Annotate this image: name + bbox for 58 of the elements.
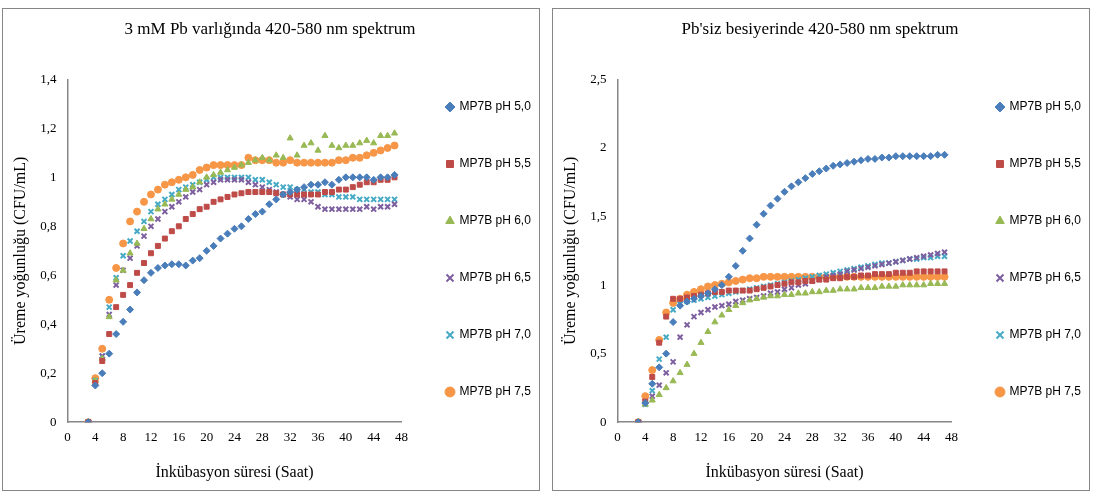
x-tick-label: 8 bbox=[119, 429, 127, 445]
x-tick-label: 8 bbox=[669, 429, 677, 445]
x-tick-label: 44 bbox=[367, 429, 381, 445]
y-tick-label: 0,5 bbox=[590, 345, 607, 361]
y-tick-label: 1,4 bbox=[40, 70, 57, 86]
y-tick-label: 1,2 bbox=[40, 119, 57, 135]
legend-label: MP7B pH 6,5 bbox=[459, 270, 532, 285]
x-axis-title: İnkübasyon süresi (Saat) bbox=[155, 462, 314, 481]
x-tick-label: 48 bbox=[945, 429, 958, 445]
legend-label: MP7B pH 7,0 bbox=[1009, 327, 1082, 342]
y-tick-label: 1,5 bbox=[590, 207, 607, 223]
legend-label: MP7B pH 6,0 bbox=[1009, 213, 1082, 228]
y-tick-label: 1 bbox=[49, 168, 57, 184]
x-axis-title: İnkübasyon süresi (Saat) bbox=[705, 462, 864, 481]
x-tick-label: 16 bbox=[172, 429, 186, 445]
x-tick-label: 16 bbox=[722, 429, 736, 445]
x-tick-label: 12 bbox=[144, 429, 158, 445]
y-tick-label: 0 bbox=[49, 413, 57, 429]
x-tick-label: 32 bbox=[283, 429, 297, 445]
x-tick-label: 32 bbox=[833, 429, 847, 445]
y-axis-title: Üreme yoğunluğu (CFU/mL) bbox=[560, 156, 579, 346]
x-tick-label: 4 bbox=[642, 429, 650, 445]
x-tick-label: 36 bbox=[311, 429, 325, 445]
legend-label: MP7B pH 5,0 bbox=[459, 99, 532, 114]
x-tick-label: 24 bbox=[227, 429, 242, 445]
x-tick-label: 28 bbox=[255, 429, 269, 445]
x-tick-label: 20 bbox=[200, 429, 214, 445]
legend-label: MP7B pH 5,5 bbox=[1009, 156, 1082, 171]
chart-title: 3 mM Pb varlığında 420-580 nm spektrum bbox=[124, 18, 416, 38]
y-tick-label: 2,5 bbox=[590, 70, 607, 86]
legend-label: MP7B pH 7,5 bbox=[1009, 384, 1082, 399]
x-tick-label: 40 bbox=[889, 429, 903, 445]
y-tick-label: 0,6 bbox=[40, 266, 57, 282]
x-tick-label: 28 bbox=[805, 429, 819, 445]
x-tick-label: 36 bbox=[861, 429, 875, 445]
x-tick-label: 48 bbox=[395, 429, 408, 445]
chart-title: Pb'siz besiyerinde 420-580 nm spektrum bbox=[681, 18, 959, 38]
x-tick-label: 0 bbox=[64, 429, 71, 445]
y-tick-label: 0,8 bbox=[40, 217, 57, 233]
y-axis-title: Üreme yoğunluğu (CFU/mL) bbox=[10, 156, 29, 346]
x-tick-label: 4 bbox=[92, 429, 100, 445]
y-tick-label: 0 bbox=[599, 413, 607, 429]
y-tick-label: 2 bbox=[599, 139, 607, 155]
legend-label: MP7B pH 7,0 bbox=[459, 327, 532, 342]
legend-label: MP7B pH 5,5 bbox=[459, 156, 532, 171]
x-tick-label: 0 bbox=[614, 429, 621, 445]
x-tick-label: 44 bbox=[917, 429, 931, 445]
legend-label: MP7B pH 6,5 bbox=[1009, 270, 1082, 285]
x-tick-label: 24 bbox=[777, 429, 792, 445]
legend-label: MP7B pH 7,5 bbox=[459, 384, 532, 399]
legend-label: MP7B pH 6,0 bbox=[459, 213, 532, 228]
y-tick-label: 1 bbox=[599, 276, 607, 292]
y-tick-label: 0,2 bbox=[40, 364, 57, 380]
x-tick-label: 40 bbox=[339, 429, 353, 445]
legend-label: MP7B pH 5,0 bbox=[1009, 99, 1082, 114]
y-tick-label: 0,4 bbox=[40, 315, 57, 331]
x-tick-label: 12 bbox=[694, 429, 708, 445]
x-tick-label: 20 bbox=[750, 429, 764, 445]
